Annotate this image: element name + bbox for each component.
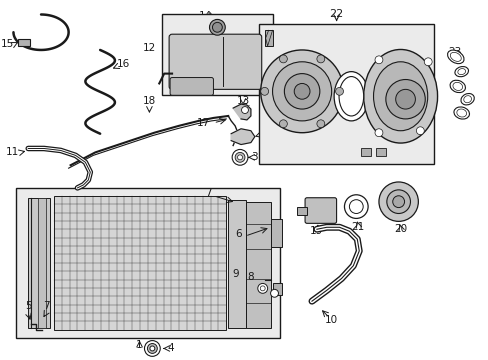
Ellipse shape <box>333 72 368 121</box>
Text: 3: 3 <box>250 152 257 162</box>
Circle shape <box>374 129 382 137</box>
Ellipse shape <box>460 94 473 105</box>
Circle shape <box>235 152 244 162</box>
Circle shape <box>279 55 287 63</box>
Circle shape <box>241 107 248 113</box>
Text: 22: 22 <box>329 9 343 19</box>
Text: 13: 13 <box>236 96 249 106</box>
Circle shape <box>260 50 343 133</box>
Circle shape <box>316 120 324 128</box>
Circle shape <box>279 120 287 128</box>
Bar <box>258 24 433 164</box>
Ellipse shape <box>363 49 437 143</box>
Text: 7: 7 <box>205 188 211 198</box>
Circle shape <box>424 58 431 66</box>
Ellipse shape <box>452 82 462 90</box>
Circle shape <box>237 155 242 160</box>
Text: 11: 11 <box>6 147 20 157</box>
Circle shape <box>260 286 264 291</box>
Ellipse shape <box>449 80 465 93</box>
Polygon shape <box>233 104 250 120</box>
Bar <box>54 196 226 330</box>
Text: 2: 2 <box>257 131 264 141</box>
Bar <box>245 202 270 328</box>
Text: 19: 19 <box>309 226 323 236</box>
Bar <box>375 148 385 156</box>
Ellipse shape <box>453 107 468 119</box>
Text: 6: 6 <box>234 229 241 239</box>
Text: 15: 15 <box>1 39 15 49</box>
Bar <box>361 148 370 156</box>
Ellipse shape <box>457 69 465 75</box>
Circle shape <box>147 343 157 354</box>
Bar <box>297 207 306 216</box>
Text: 5: 5 <box>25 301 32 311</box>
FancyBboxPatch shape <box>169 34 261 89</box>
Ellipse shape <box>447 50 463 64</box>
Ellipse shape <box>456 109 466 117</box>
Text: 18: 18 <box>142 96 156 106</box>
Text: 21: 21 <box>351 222 364 232</box>
Text: 16: 16 <box>117 59 130 69</box>
Circle shape <box>349 200 363 213</box>
Circle shape <box>209 19 225 35</box>
Text: 20: 20 <box>393 224 407 234</box>
Circle shape <box>294 84 309 99</box>
Polygon shape <box>231 129 254 144</box>
Ellipse shape <box>373 62 427 131</box>
Circle shape <box>416 127 424 135</box>
Circle shape <box>150 346 155 351</box>
Bar <box>162 14 272 95</box>
Bar <box>264 30 272 46</box>
Text: 14: 14 <box>199 12 212 22</box>
Circle shape <box>270 289 278 297</box>
Text: 1: 1 <box>242 103 249 113</box>
Bar <box>17 188 280 338</box>
Circle shape <box>344 195 367 219</box>
Circle shape <box>284 73 319 109</box>
Bar <box>270 219 282 247</box>
Circle shape <box>386 190 409 213</box>
Ellipse shape <box>338 77 363 116</box>
Text: 12: 12 <box>143 43 156 53</box>
Text: 1: 1 <box>136 339 142 350</box>
Circle shape <box>316 55 324 63</box>
Circle shape <box>385 80 425 119</box>
Circle shape <box>272 62 331 121</box>
Text: 23: 23 <box>447 47 461 57</box>
Ellipse shape <box>454 67 468 77</box>
FancyBboxPatch shape <box>170 77 213 95</box>
Text: 10: 10 <box>325 315 338 325</box>
Text: 17: 17 <box>197 118 210 128</box>
Circle shape <box>232 149 247 165</box>
Circle shape <box>260 87 268 95</box>
Circle shape <box>257 283 267 293</box>
Bar <box>272 283 282 295</box>
Bar <box>38 198 46 328</box>
Ellipse shape <box>463 96 470 103</box>
Circle shape <box>144 341 160 356</box>
Text: 4: 4 <box>167 343 173 354</box>
Text: 9: 9 <box>232 269 239 279</box>
Bar <box>19 39 30 46</box>
Text: 8: 8 <box>247 271 254 282</box>
Bar <box>228 200 245 328</box>
Circle shape <box>212 22 222 32</box>
Ellipse shape <box>449 52 460 61</box>
Circle shape <box>374 56 382 64</box>
Circle shape <box>395 89 414 109</box>
Circle shape <box>335 87 343 95</box>
FancyBboxPatch shape <box>305 198 336 223</box>
Circle shape <box>392 196 404 208</box>
Text: 7: 7 <box>42 301 49 311</box>
Circle shape <box>378 182 418 221</box>
Bar <box>28 198 50 328</box>
